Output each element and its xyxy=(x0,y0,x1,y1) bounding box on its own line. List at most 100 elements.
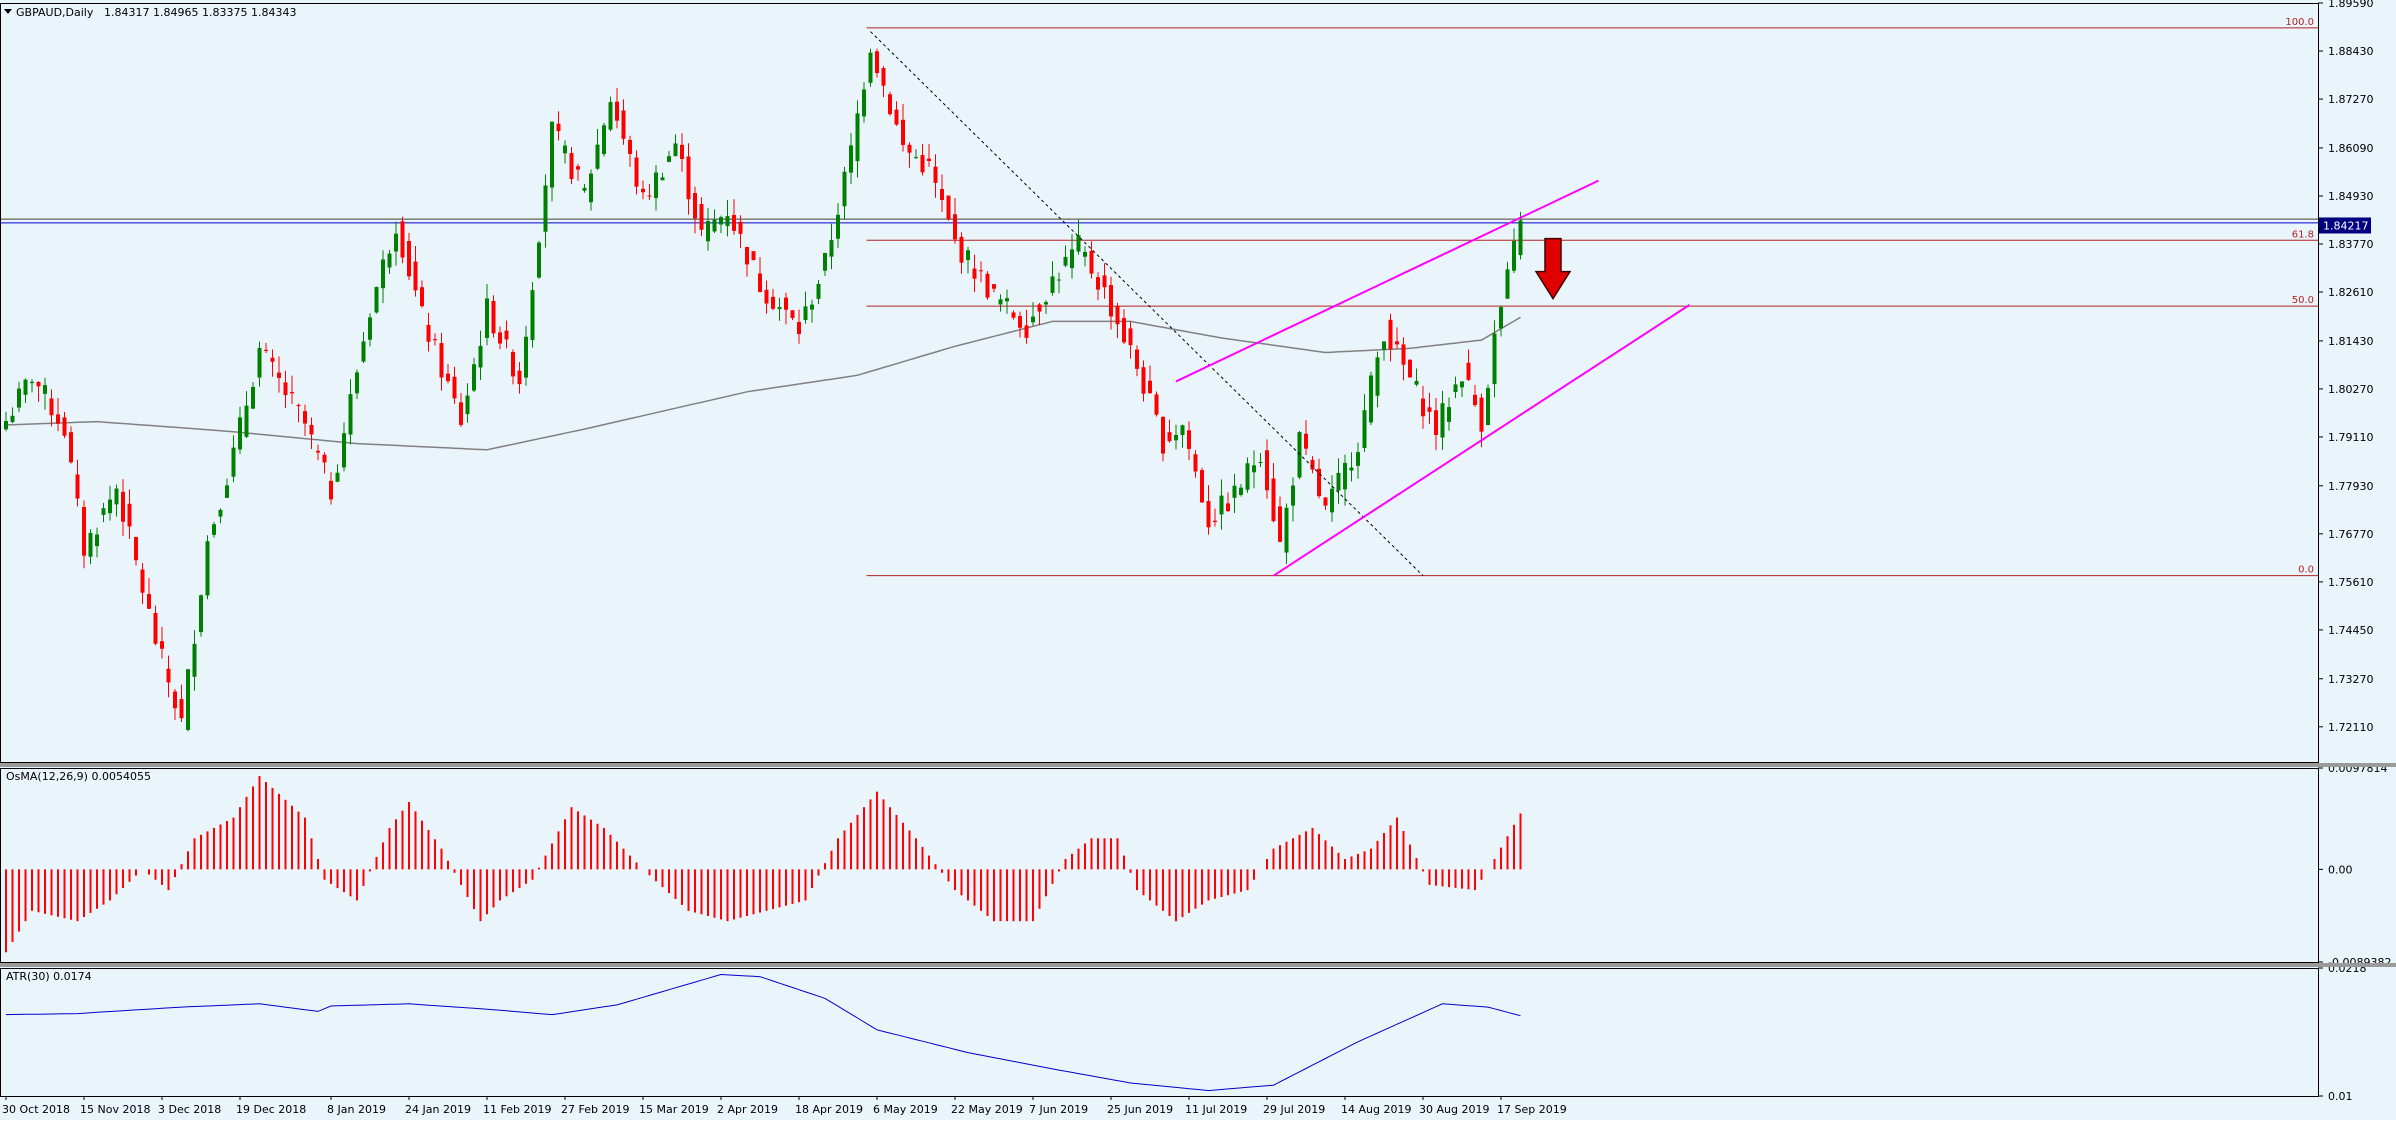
candle-body xyxy=(1070,249,1074,269)
candle-body xyxy=(121,491,125,522)
candle-body xyxy=(147,594,151,609)
candle-body xyxy=(1388,319,1393,350)
candle-body xyxy=(1258,462,1263,464)
time-tick-label: 30 Aug 2019 xyxy=(1419,1103,1489,1116)
candle-body xyxy=(433,339,437,341)
candle-body xyxy=(1161,416,1165,454)
trendlines xyxy=(870,31,1691,577)
candle-body xyxy=(712,219,717,232)
candle-body xyxy=(1115,305,1120,325)
candle-body xyxy=(1245,463,1250,490)
candle-body xyxy=(1174,434,1178,441)
candle-body xyxy=(914,157,918,159)
candle-body xyxy=(1187,430,1191,449)
candle-body xyxy=(1401,344,1406,365)
time-tick-label: 25 Jun 2019 xyxy=(1107,1103,1173,1116)
candle-body xyxy=(439,343,444,378)
price-tag-label: 1.84217 xyxy=(2323,219,2369,232)
candle-body xyxy=(1447,407,1451,422)
candle-body xyxy=(23,379,28,395)
candle-body xyxy=(1219,495,1224,515)
down-arrow-icon xyxy=(1534,237,1572,301)
candle-body xyxy=(563,145,567,154)
candle-body xyxy=(56,414,60,424)
time-tick-label: 15 Mar 2019 xyxy=(639,1103,709,1116)
candle-body xyxy=(264,349,268,351)
candle-body xyxy=(244,405,249,437)
candle-body xyxy=(628,139,632,154)
price-tick-label: 1.77930 xyxy=(2328,480,2374,493)
candle-body xyxy=(1486,388,1490,426)
candle-body xyxy=(426,324,431,342)
candle-body xyxy=(95,534,99,547)
candle-body xyxy=(537,242,541,278)
candle-body xyxy=(199,595,203,633)
candle-body xyxy=(329,480,333,500)
fib-level-label: 50.0 xyxy=(2292,295,2314,306)
candle-body xyxy=(1148,380,1152,394)
candle-body xyxy=(803,306,808,321)
candle-body xyxy=(238,417,242,450)
candle-body xyxy=(43,385,47,394)
candle-body xyxy=(946,195,951,220)
candle-body xyxy=(842,171,847,207)
candle-body xyxy=(1414,380,1419,385)
candle-body xyxy=(1128,328,1133,346)
candle-body xyxy=(1382,341,1386,350)
candle-body xyxy=(940,188,944,200)
candle-body xyxy=(1369,375,1373,423)
candle-body xyxy=(907,144,912,153)
candle-body xyxy=(550,121,554,188)
time-tick-label: 14 Aug 2019 xyxy=(1341,1103,1411,1116)
candle-body xyxy=(1466,362,1471,380)
candle-body xyxy=(959,236,964,263)
candle-body xyxy=(556,123,561,132)
price-tick-label: 1.84930 xyxy=(2328,190,2374,203)
candle-body xyxy=(693,193,697,219)
dropdown-triangle-icon[interactable] xyxy=(4,9,12,14)
candle-body xyxy=(901,119,905,145)
candle-body xyxy=(478,345,483,368)
candle-body xyxy=(1076,235,1081,252)
candle-body xyxy=(342,433,346,468)
candle-body xyxy=(673,143,678,157)
price-tick-label: 1.75610 xyxy=(2328,576,2374,589)
candle-body xyxy=(660,177,665,181)
candle-body xyxy=(569,153,574,180)
candle-body xyxy=(1505,269,1510,299)
price-pane[interactable]: 1.89590 1.88430 1.87270 1.86090 1.84930 1.837… xyxy=(0,0,2374,734)
candle-body xyxy=(10,415,15,422)
price-tick-label: 1.76770 xyxy=(2328,528,2374,541)
time-tick-label: 27 Feb 2019 xyxy=(561,1103,629,1116)
time-tick-label: 17 Sep 2019 xyxy=(1497,1103,1567,1116)
candle-body xyxy=(1271,478,1276,522)
candle-body xyxy=(725,216,730,227)
candle-body xyxy=(1252,465,1256,473)
candle-body xyxy=(615,101,619,121)
fib-level-label: 0.0 xyxy=(2298,565,2314,576)
candle-body xyxy=(1518,220,1523,256)
fib-level-label: 100.0 xyxy=(2285,17,2314,28)
candle-body xyxy=(764,289,769,304)
candle-body xyxy=(309,424,314,435)
candle-body xyxy=(816,283,821,299)
candle-body xyxy=(1063,256,1068,266)
candle-body xyxy=(602,125,606,155)
candle-body xyxy=(1284,507,1289,553)
candle-body xyxy=(504,330,509,340)
candle-body xyxy=(1109,285,1113,317)
pane-separator xyxy=(0,963,2396,967)
candle-body xyxy=(491,300,496,334)
candle-body xyxy=(277,372,281,378)
candle-body xyxy=(1102,275,1107,288)
candle-body xyxy=(1421,398,1425,417)
candle-body xyxy=(1031,316,1035,323)
candle-body xyxy=(160,641,164,649)
atr-line xyxy=(5,973,1521,1092)
candle-body xyxy=(966,250,970,261)
osma-tick-label: 0.00 xyxy=(2328,863,2353,876)
candle-body xyxy=(855,113,860,162)
time-tick-label: 11 Feb 2019 xyxy=(483,1103,551,1116)
